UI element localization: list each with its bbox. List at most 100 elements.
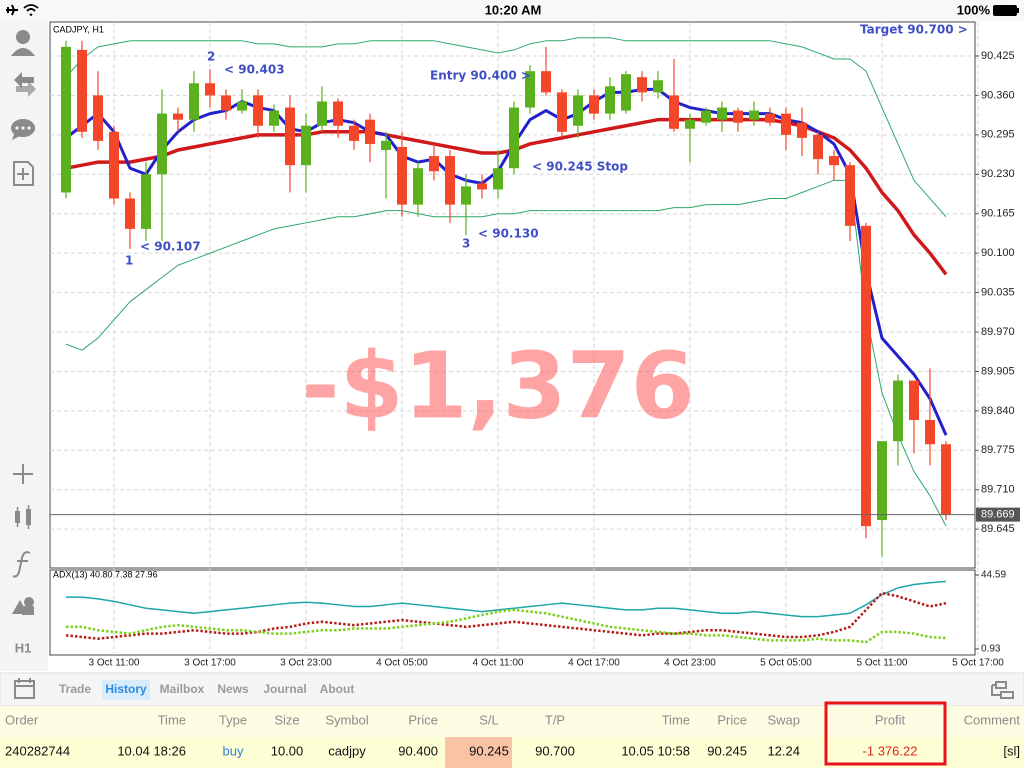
chat-button[interactable]: [11, 119, 35, 140]
annotation: Entry 90.400 >: [430, 69, 531, 83]
symbol-label: CADJPY, H1: [53, 24, 104, 34]
candle-body: [333, 101, 343, 126]
y-tick-label: 90.100: [981, 247, 1015, 259]
adx-tick-label: 44.59: [981, 570, 1006, 581]
last-price-label: 89.669: [981, 509, 1015, 521]
y-tick-label: 89.645: [981, 523, 1015, 535]
adx-tick-label: 0.93: [981, 644, 1001, 655]
candle-body: [813, 134, 823, 160]
annotation: < 90.130: [478, 227, 539, 241]
tab[interactable]: Mailbox: [160, 682, 205, 696]
table-cell: 240282744: [5, 743, 70, 758]
column-header: Time: [158, 712, 186, 727]
table-cell: 10.05 10:58: [621, 743, 690, 758]
candle-body: [141, 174, 151, 229]
x-tick-label: 4 Oct 05:00: [376, 658, 428, 669]
table: Order Time Type Size Symbol Price S/L T/P Time Pr…: [5, 712, 1020, 758]
loss-overlay: -$1,376: [301, 332, 694, 439]
candle-body: [877, 441, 887, 521]
candle-body: [781, 113, 791, 135]
candle-body: [205, 83, 215, 96]
candle-body: [557, 92, 567, 132]
battery-icon: [993, 5, 1017, 16]
candle-body: [77, 49, 87, 132]
profit-highlight: [824, 701, 947, 766]
y-tick-label: 90.035: [981, 286, 1015, 298]
candle-body: [253, 95, 263, 126]
trade-button[interactable]: [14, 72, 36, 97]
column-header: Symbol: [325, 712, 368, 727]
active-tab-bg: [102, 680, 150, 700]
candle-body: [829, 156, 839, 166]
status-bar: [0, 0, 1024, 21]
column-header: Comment: [964, 712, 1021, 727]
indicator-line: [65, 87, 948, 436]
y-tick-label: 89.710: [981, 484, 1015, 496]
annotation: Target 90.700 >: [860, 23, 968, 37]
y-tick-label: 90.360: [981, 89, 1015, 101]
annotation: < 90.245 Stop: [532, 160, 628, 174]
x-tick-label: 5 Oct 11:00: [857, 658, 908, 669]
new-order-button[interactable]: [13, 161, 34, 186]
candle-body: [525, 71, 535, 108]
layout-button[interactable]: [991, 681, 1014, 699]
y-tick-label: 90.295: [981, 129, 1015, 141]
candle-body: [589, 95, 599, 114]
candle-body: [93, 95, 103, 141]
adx-label: ADX(13) 40.80 7.38 27.96: [53, 569, 158, 579]
column-header: Profit: [875, 712, 906, 727]
indicator-line: [65, 37, 947, 218]
objects-button[interactable]: [12, 597, 34, 615]
account-button[interactable]: [11, 30, 35, 56]
candle-body: [381, 140, 391, 151]
battery-level: 100%: [957, 2, 991, 17]
table-cell: 90.245: [469, 743, 509, 758]
wifi-icon: [23, 4, 39, 17]
candle-body: [541, 71, 551, 93]
calendar-button[interactable]: [14, 678, 35, 699]
adx-line: [65, 591, 947, 640]
tabs: Trade History Mailbox News Journal About: [59, 680, 354, 700]
y-tick-label: 90.230: [981, 168, 1015, 180]
candle-body: [733, 110, 743, 123]
price-panel: [49, 21, 976, 569]
indicator-line: [65, 179, 947, 527]
column-header: Price: [408, 712, 438, 727]
candle-body: [173, 113, 183, 120]
table-cell: cadjpy: [328, 743, 366, 758]
candle-body: [397, 146, 407, 205]
candle-body: [941, 444, 951, 515]
candle-body: [125, 198, 135, 229]
y-tick-label: 89.775: [981, 444, 1015, 456]
candle-body: [845, 165, 855, 226]
candle-body: [285, 107, 295, 166]
table-cell: [sl]: [1003, 743, 1020, 758]
table-cell: 90.245: [707, 743, 747, 758]
table-header: [0, 706, 1024, 737]
grid: 90.425 90.360 90.295 90.230 90.165 90.100 90.0…: [50, 22, 1015, 669]
candle-body: [413, 168, 423, 205]
candle-body: [61, 46, 71, 193]
tab[interactable]: Journal: [263, 682, 306, 696]
table-cell: 90.700: [535, 743, 575, 758]
candle-body: [509, 107, 519, 169]
timeframe-button[interactable]: H1: [15, 640, 32, 655]
candle-body: [493, 168, 503, 190]
battery-tip: [1017, 8, 1019, 13]
crosshair-button[interactable]: [13, 464, 33, 484]
chart-type-button[interactable]: [15, 505, 31, 529]
y-tick-label: 90.425: [981, 50, 1015, 62]
x-tick-label: 3 Oct 23:00: [280, 658, 332, 669]
column-header: S/L: [479, 712, 499, 727]
indicators-button[interactable]: [12, 551, 31, 578]
candle-body: [749, 110, 759, 120]
tab[interactable]: About: [320, 682, 355, 696]
clock: 10:20 AM: [485, 2, 542, 17]
column-header: Swap: [767, 712, 800, 727]
candle-body: [909, 380, 919, 420]
tab[interactable]: News: [217, 682, 249, 696]
tab[interactable]: History: [105, 682, 147, 696]
x-tick-label: 4 Oct 17:00: [568, 658, 620, 669]
tab[interactable]: Trade: [59, 682, 91, 696]
